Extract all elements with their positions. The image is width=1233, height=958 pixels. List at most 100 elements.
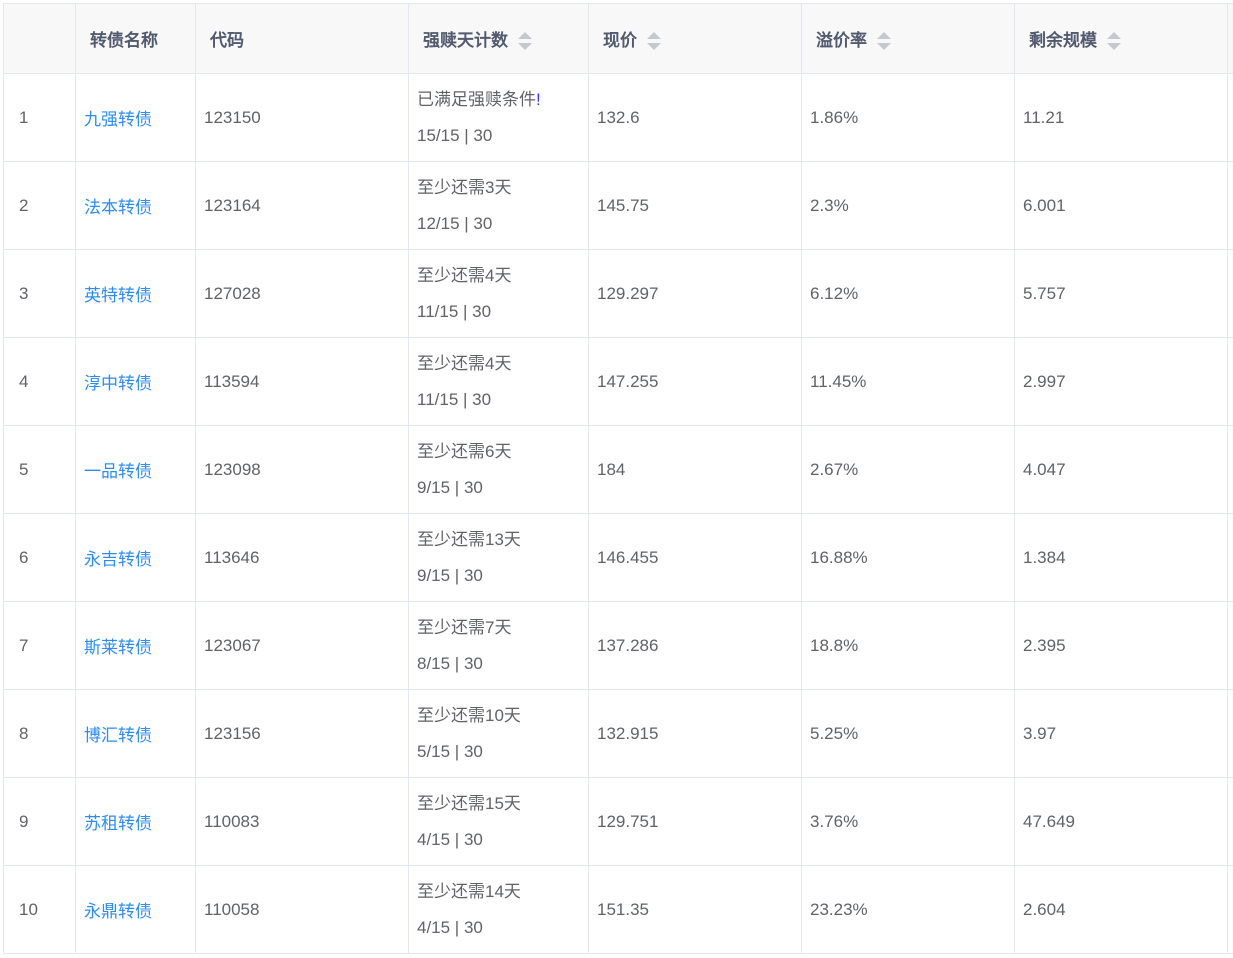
table-row: 4 淳中转债 113594 至少还需4天 11/15 | 30 147.255 11.45%…: [3, 337, 1233, 426]
premium-cell: 23.23%: [801, 865, 1015, 954]
extra-cell: [1227, 513, 1233, 602]
code-cell: 123150: [195, 73, 409, 162]
bond-name-cell: 苏租转债: [75, 777, 196, 866]
row-index: 5: [3, 425, 76, 514]
redeem-days-cell: 至少还需4天 11/15 | 30: [408, 249, 589, 338]
redeem-count: 4/15 | 30: [417, 917, 483, 937]
code-cell: 113646: [195, 513, 409, 602]
bond-name-link[interactable]: 斯莱转债: [84, 638, 152, 657]
redeem-status: 至少还需6天: [417, 441, 512, 461]
price-cell: 145.75: [588, 161, 802, 250]
redeem-count: 9/15 | 30: [417, 565, 483, 585]
sort-icon[interactable]: [518, 31, 532, 51]
header-bond-name: 转债名称: [75, 3, 196, 74]
header-code: 代码: [195, 3, 409, 74]
header-redeem-days[interactable]: 强赎天计数: [408, 3, 589, 74]
premium-cell: 2.67%: [801, 425, 1015, 514]
price-cell: 147.255: [588, 337, 802, 426]
header-index: [3, 3, 76, 74]
redeem-days-cell: 至少还需3天 12/15 | 30: [408, 161, 589, 250]
redeem-count: 12/15 | 30: [417, 213, 493, 233]
redeem-count: 9/15 | 30: [417, 477, 483, 497]
extra-cell: [1227, 249, 1233, 338]
redeem-count: 4/15 | 30: [417, 829, 483, 849]
table-row: 9 苏租转债 110083 至少还需15天 4/15 | 30 129.751 3.76% 4…: [3, 777, 1233, 866]
redeem-status: 至少还需4天: [417, 265, 512, 285]
extra-cell: [1227, 777, 1233, 866]
bond-name-cell: 淳中转债: [75, 337, 196, 426]
price-cell: 129.751: [588, 777, 802, 866]
header-premium-rate[interactable]: 溢价率: [801, 3, 1015, 74]
sort-descending-icon[interactable]: [877, 43, 891, 51]
sort-ascending-icon[interactable]: [647, 32, 661, 40]
size-cell: 47.649: [1014, 777, 1228, 866]
redeem-status: 至少还需7天: [417, 617, 512, 637]
code-cell: 110058: [195, 865, 409, 954]
redeem-count: 15/15 | 30: [417, 125, 493, 145]
redeem-days-cell: 至少还需10天 5/15 | 30: [408, 689, 589, 778]
sort-descending-icon[interactable]: [518, 43, 532, 51]
sort-ascending-icon[interactable]: [518, 32, 532, 40]
row-index: 1: [3, 73, 76, 162]
premium-cell: 6.12%: [801, 249, 1015, 338]
size-cell: 3.97: [1014, 689, 1228, 778]
redeem-status: 至少还需13天: [417, 529, 521, 549]
redeem-status: 至少还需10天: [417, 705, 521, 725]
extra-cell: [1227, 865, 1233, 954]
row-index: 3: [3, 249, 76, 338]
extra-cell: [1227, 73, 1233, 162]
bond-name-cell: 永吉转债: [75, 513, 196, 602]
premium-cell: 1.86%: [801, 73, 1015, 162]
row-index: 8: [3, 689, 76, 778]
table-row: 10 永鼎转债 110058 至少还需14天 4/15 | 30 151.35 23.23%…: [3, 865, 1233, 954]
table-row: 5 一品转债 123098 至少还需6天 9/15 | 30 184 2.67% 4.047: [3, 425, 1233, 514]
table-row: 7 斯莱转债 123067 至少还需7天 8/15 | 30 137.286 18.8% 2.…: [3, 601, 1233, 690]
redeem-days-cell: 至少还需14天 4/15 | 30: [408, 865, 589, 954]
redeem-status: 已满足强赎条件: [417, 89, 536, 109]
size-cell: 2.604: [1014, 865, 1228, 954]
redeem-days-cell: 至少还需4天 11/15 | 30: [408, 337, 589, 426]
price-cell: 151.35: [588, 865, 802, 954]
bond-name-link[interactable]: 九强转债: [84, 110, 152, 129]
bond-name-link[interactable]: 永吉转债: [84, 550, 152, 569]
price-cell: 129.297: [588, 249, 802, 338]
sort-icon[interactable]: [647, 31, 661, 51]
table-header: 转债名称 代码 强赎天计数 现价 溢价率 剩余规模: [3, 3, 1233, 74]
header-price[interactable]: 现价: [588, 3, 802, 74]
extra-cell: [1227, 425, 1233, 514]
bond-name-link[interactable]: 淳中转债: [84, 374, 152, 393]
redeem-count: 11/15 | 30: [417, 389, 492, 409]
sort-ascending-icon[interactable]: [1107, 32, 1121, 40]
redeem-days-cell: 已满足强赎条件! 15/15 | 30: [408, 73, 589, 162]
code-cell: 123156: [195, 689, 409, 778]
premium-cell: 3.76%: [801, 777, 1015, 866]
bond-name-link[interactable]: 一品转债: [84, 462, 152, 481]
extra-cell: [1227, 337, 1233, 426]
redeem-status: 至少还需4天: [417, 353, 512, 373]
table-row: 6 永吉转债 113646 至少还需13天 9/15 | 30 146.455 16.88%…: [3, 513, 1233, 602]
sort-icon[interactable]: [1107, 31, 1121, 51]
code-cell: 123098: [195, 425, 409, 514]
bond-name-link[interactable]: 永鼎转债: [84, 902, 152, 921]
premium-cell: 2.3%: [801, 161, 1015, 250]
price-cell: 146.455: [588, 513, 802, 602]
bond-name-link[interactable]: 苏租转债: [84, 814, 152, 833]
sort-icon[interactable]: [877, 31, 891, 51]
sort-ascending-icon[interactable]: [877, 32, 891, 40]
code-cell: 110083: [195, 777, 409, 866]
bond-name-link[interactable]: 博汇转债: [84, 726, 152, 745]
extra-cell: [1227, 601, 1233, 690]
bond-name-link[interactable]: 英特转债: [84, 286, 152, 305]
sort-descending-icon[interactable]: [1107, 43, 1121, 51]
convertible-bond-table: 转债名称 代码 强赎天计数 现价 溢价率 剩余规模 1 九强转债 123150 已满足强赎条件!…: [3, 3, 1233, 954]
code-cell: 127028: [195, 249, 409, 338]
table-row: 8 博汇转债 123156 至少还需10天 5/15 | 30 132.915 5.25% 3…: [3, 689, 1233, 778]
header-label: 溢价率: [816, 30, 867, 50]
code-cell: 113594: [195, 337, 409, 426]
bond-name-link[interactable]: 法本转债: [84, 198, 152, 217]
redeem-count: 5/15 | 30: [417, 741, 483, 761]
table-row: 1 九强转债 123150 已满足强赎条件! 15/15 | 30 132.6 1.86% 1…: [3, 73, 1233, 162]
sort-descending-icon[interactable]: [647, 43, 661, 51]
bond-name-cell: 英特转债: [75, 249, 196, 338]
header-remaining-size[interactable]: 剩余规模: [1014, 3, 1228, 74]
